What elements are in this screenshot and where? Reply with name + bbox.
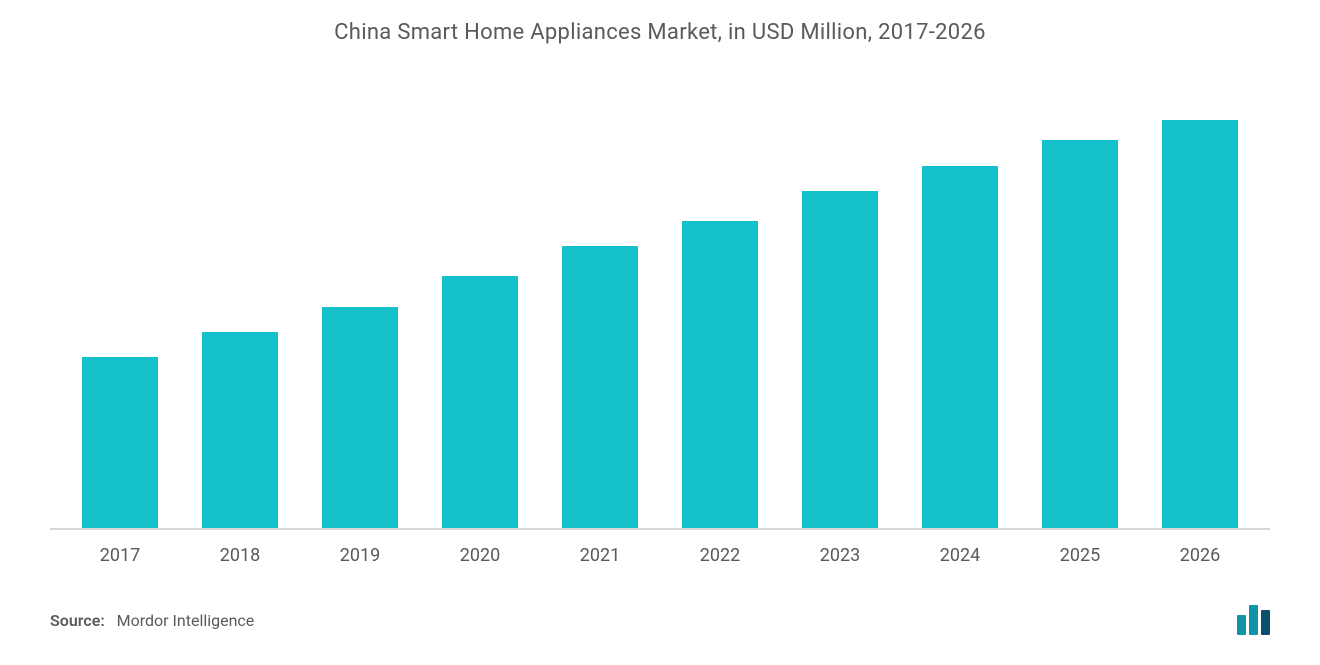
x-axis-label: 2023 — [780, 535, 900, 575]
logo-bar — [1261, 610, 1270, 635]
x-axis-label: 2024 — [900, 535, 1020, 575]
x-axis-label: 2020 — [420, 535, 540, 575]
bar-slot — [1140, 75, 1260, 528]
brand-logo-icon — [1237, 605, 1270, 635]
x-axis-label: 2025 — [1020, 535, 1140, 575]
plot-area — [50, 75, 1270, 530]
x-axis-label: 2022 — [660, 535, 780, 575]
x-axis-labels: 2017201820192020202120222023202420252026 — [50, 535, 1270, 575]
bar-slot — [900, 75, 1020, 528]
bar-slot — [300, 75, 420, 528]
x-axis-label: 2019 — [300, 535, 420, 575]
x-axis-label: 2018 — [180, 535, 300, 575]
source-text: Source: Mordor Intelligence — [50, 611, 254, 630]
bar — [922, 166, 998, 528]
bar-slot — [660, 75, 780, 528]
source-value: Mordor Intelligence — [117, 611, 255, 630]
x-axis-label: 2026 — [1140, 535, 1260, 575]
bar — [1162, 120, 1238, 528]
bar — [682, 221, 758, 528]
bar-slot — [180, 75, 300, 528]
source-label: Source: — [50, 611, 105, 630]
chart-title: China Smart Home Appliances Market, in U… — [40, 20, 1280, 45]
logo-bar — [1237, 615, 1246, 635]
plot-area-wrapper: 2017201820192020202120222023202420252026 — [50, 75, 1270, 575]
footer-row: Source: Mordor Intelligence — [40, 605, 1280, 635]
bar — [802, 191, 878, 528]
bar-slot — [540, 75, 660, 528]
bar — [82, 357, 158, 528]
x-axis-label: 2021 — [540, 535, 660, 575]
bar-slot — [60, 75, 180, 528]
bar — [322, 307, 398, 528]
bar — [562, 246, 638, 528]
bar-slot — [420, 75, 540, 528]
logo-bar — [1249, 605, 1258, 635]
bar — [442, 276, 518, 528]
bar-slot — [780, 75, 900, 528]
bar-slot — [1020, 75, 1140, 528]
bar — [1042, 140, 1118, 528]
chart-container: China Smart Home Appliances Market, in U… — [0, 0, 1320, 665]
x-axis-label: 2017 — [60, 535, 180, 575]
bar — [202, 332, 278, 528]
bars-group — [50, 75, 1270, 528]
